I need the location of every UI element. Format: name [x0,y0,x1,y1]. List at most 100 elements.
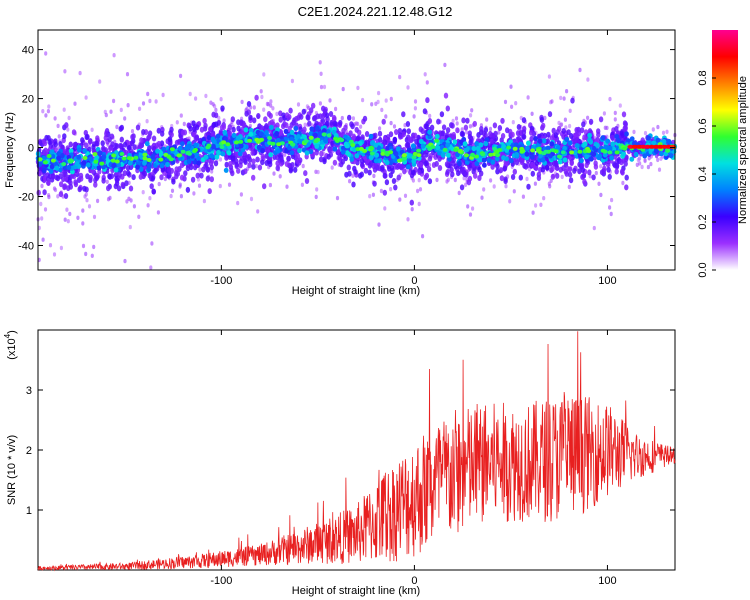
spectrogram-cell [541,151,547,156]
spectrogram-cell [569,160,574,167]
spectrogram-cell [380,151,386,156]
spectrogram-cell [53,161,59,167]
spectrogram-cell [542,196,546,201]
spectrogram-cell [207,188,212,195]
spectrogram-cell [636,157,640,163]
spectrogram-cell [402,153,407,158]
spectrogram-cell [130,129,135,134]
spectrogram-cell [50,158,56,163]
spectrogram-cell [510,104,514,110]
spectrogram-cell [269,99,273,104]
spectrogram-cell [68,141,73,148]
spectrogram-cell [629,136,635,142]
spectrogram-cell [538,153,543,159]
spectrogram-cell [351,116,355,121]
spectrogram-cell [224,154,229,161]
snr-series-line [37,331,676,572]
spectrogram-cell [236,125,241,132]
spectrogram-cell [649,161,653,167]
spectrogram-cell [395,146,401,152]
spectrogram-cell [238,143,244,149]
spectrogram-cell [67,115,71,121]
spectrogram-cell [41,109,45,114]
spectrogram-cell [468,124,472,129]
spectrogram-cell [116,185,122,192]
spectrogram-cell [251,163,256,170]
spectrogram-cell [305,114,310,121]
spectrogram-cell [138,166,144,172]
spectrogram-cell [556,154,562,159]
spectrogram-cell [38,139,43,146]
spectrogram-cell [185,150,191,155]
spectrogram-cell [259,124,264,131]
spectrogram-cell [295,134,301,140]
spectrogram-cell [377,90,381,96]
spectrogram-cell [138,173,143,180]
spectrogram-cell [340,149,346,155]
spectrogram-cell [126,103,130,108]
spectrogram-cell [47,104,51,109]
spectrogram-cell [368,145,374,150]
spectrogram-cell [56,194,60,199]
spectrogram-cell [460,127,464,132]
spectrogram-cell [110,141,115,148]
spectrogram-cell [392,136,397,143]
spectrogram-cell [222,118,226,123]
spectrogram-cell [597,181,601,186]
spectrogram-cell [341,86,345,92]
spectrogram-cell [236,167,241,174]
spectrogram-cell [326,133,332,138]
spectrogram-cell [68,211,72,217]
spectrogram-cell [591,174,596,181]
spectrogram-cell [463,153,469,158]
spectrogram-cell [183,170,188,177]
spectrogram-cell [254,94,259,101]
spectrogram-cell [230,143,236,150]
spectrogram-cell [97,150,103,156]
spectrogram-cell [471,145,477,152]
spectrogram-cell [42,175,48,182]
spectrogram-cell [202,117,207,124]
spectrogram-cell [231,126,236,133]
spectrogram-cell [93,181,98,188]
spectrogram-cell [275,148,281,154]
spectrogram-cell [461,117,466,124]
spectrogram-cell [474,160,480,167]
spectrogram-cell [497,130,501,135]
spectrogram-cell [125,165,131,171]
spectrogram-cell [389,120,393,126]
spectrogram-cell [289,136,294,142]
spectrogram-cell [289,150,295,156]
spectrogram-cell [368,194,372,199]
spectrogram-cell [223,167,229,173]
spectrogram-cell [289,129,295,135]
spectrogram-cell [479,126,484,132]
spectrogram-cell [259,89,263,94]
spectrogram-x-ticks: -100 0 100 [210,30,617,287]
spectrogram-cell [328,111,334,117]
spectrogram-cell [55,175,61,182]
spectrogram-cell [494,149,500,154]
spectrogram-cell [483,132,488,139]
spectrogram-cell [135,124,141,131]
spectrogram-cell [550,165,555,172]
snr-x-tick-label: 100 [598,575,616,587]
spectrogram-cell [450,122,455,129]
spectrogram-cell [115,124,119,130]
colorbar-tick-label: 0.6 [697,118,709,133]
spectrogram-cell [108,195,112,201]
spectrogram-cell [78,70,82,76]
spectrogram-cell [409,199,414,206]
snr-y-tick-label: 1 [26,505,32,517]
spectrogram-cell [61,148,67,155]
spectrogram-cell [343,155,348,162]
spectrogram-cell [350,123,355,130]
spectrogram-cell [424,172,430,179]
spectrogram-cell [314,143,320,149]
spectrogram-cell [288,167,293,174]
spectrogram-cell [81,221,85,226]
spectrogram-cell [565,165,570,172]
spectrogram-cell [204,93,208,99]
spectrogram-cell [227,182,232,187]
